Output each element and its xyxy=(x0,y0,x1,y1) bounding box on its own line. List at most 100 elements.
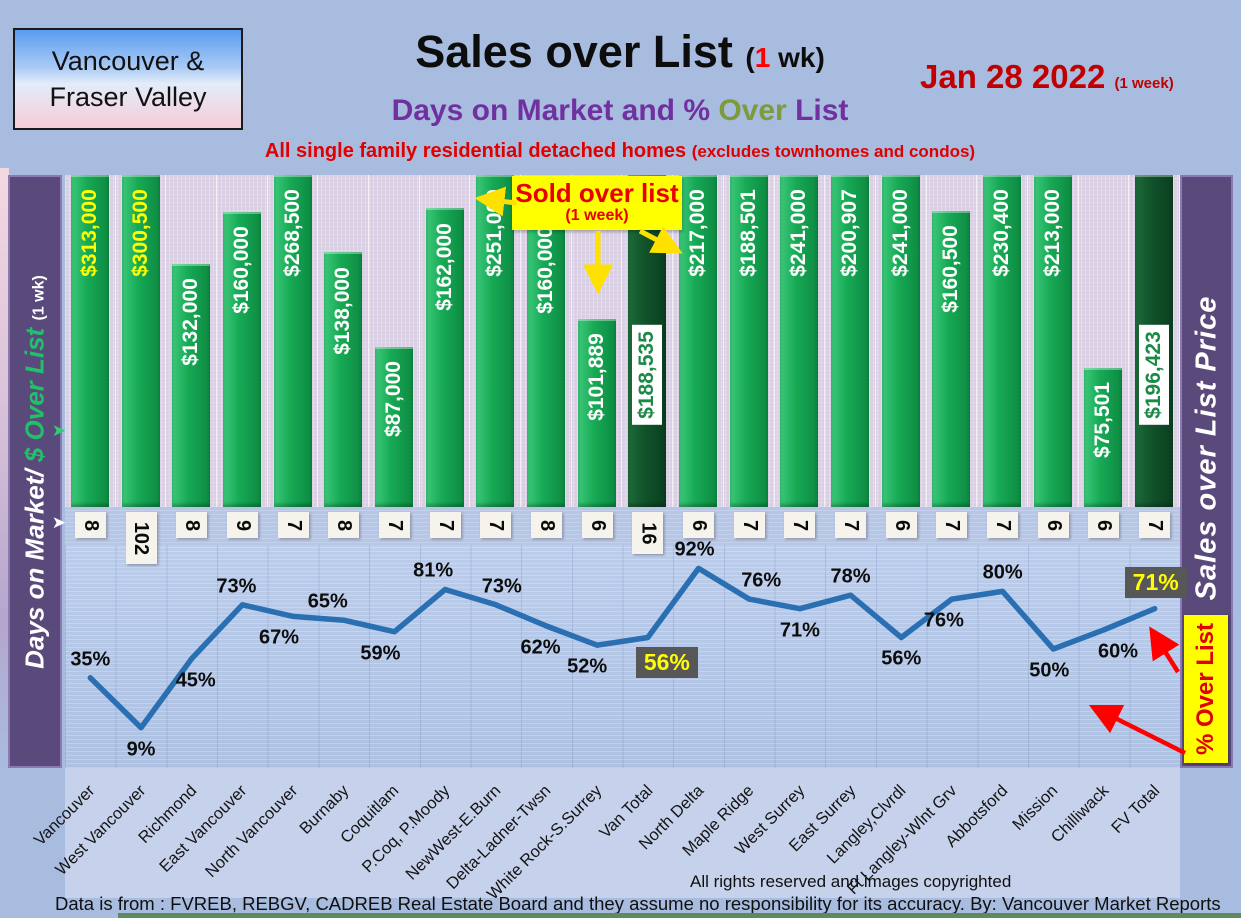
bar xyxy=(1084,367,1123,507)
bar-cell: $160,000 xyxy=(521,175,572,507)
bar xyxy=(374,346,413,507)
day-count-label: 7 xyxy=(480,512,512,538)
percent-label: 50% xyxy=(1029,659,1070,682)
bar xyxy=(172,263,211,507)
bar-value-label: $75,501 xyxy=(1091,381,1115,458)
bar-cell: $241,000 xyxy=(876,175,927,507)
bar xyxy=(577,319,616,507)
percent-label: 76% xyxy=(923,609,964,632)
bar-value-label: $196,423 xyxy=(1139,325,1170,425)
percent-label: 52% xyxy=(567,655,608,678)
day-count-label: 7 xyxy=(277,512,309,538)
day-count-label: 8 xyxy=(328,512,360,538)
subtitle-over-word: Over xyxy=(718,94,787,127)
bar-value-label: $268,500 xyxy=(280,189,304,278)
percent-line xyxy=(87,565,1158,731)
percent-label: 67% xyxy=(259,626,300,649)
bar xyxy=(70,175,109,507)
day-count-label: 7 xyxy=(733,512,765,538)
bar-chart-area: $313,000 $300,500 $132,000 $160,000 $268,500… xyxy=(65,175,1180,507)
report-date: Jan 28 2022 (1 week) xyxy=(920,58,1174,95)
day-count-label: 7 xyxy=(784,512,816,538)
bar xyxy=(324,252,363,507)
bar xyxy=(932,210,971,507)
left-pink-strip xyxy=(0,168,9,768)
report-date-week-note: (1 week) xyxy=(1114,75,1174,92)
bar xyxy=(831,175,870,507)
day-count-label: 7 xyxy=(987,512,1019,538)
white-arrow-icon: ➤ xyxy=(51,513,66,532)
region-line1: Vancouver & xyxy=(51,45,205,76)
percent-label: 62% xyxy=(520,636,561,659)
sold-over-list-callout: Sold over list (1 week) xyxy=(512,176,682,230)
bar-cell: $217,000 xyxy=(673,175,724,507)
title-week-note: (1 wk) xyxy=(745,42,825,73)
percent-label: 45% xyxy=(175,669,216,692)
bar-value-label: $200,907 xyxy=(838,189,862,278)
percent-line-svg xyxy=(87,565,1158,731)
bar-value-label: $313,000 xyxy=(77,189,101,278)
day-count-label: 6 xyxy=(683,512,715,538)
bar-cell: $160,500 xyxy=(927,175,978,507)
bar-cell: $300,500 xyxy=(116,175,167,507)
subtitle: Days on Market and % Over List xyxy=(391,94,849,127)
day-count-label: 102 xyxy=(125,512,157,564)
percent-label: 73% xyxy=(216,575,257,598)
bar xyxy=(425,208,464,507)
bar-value-label: $188,501 xyxy=(736,189,760,278)
day-count-label: 7 xyxy=(936,512,968,538)
footer-disclaimer: Data is from : FVREB, REBGV, CADREB Real… xyxy=(55,893,1221,914)
line-chart-area: 35% 9% 45% 73% 67% 65% 59% 81% 73% 62% 52% 56% 92% 76… xyxy=(65,539,1187,768)
bar-value-label: $101,889 xyxy=(584,333,608,422)
bar xyxy=(1033,175,1072,507)
day-count-label: 6 xyxy=(1037,512,1069,538)
day-count-label: 8 xyxy=(74,512,106,538)
day-count-label: 8 xyxy=(176,512,208,538)
days-on-market-axis-label: Days on Market/ xyxy=(19,468,50,669)
tagline: All single family residential detached h… xyxy=(264,140,976,162)
percent-label: 56% xyxy=(881,647,922,670)
bar-cell: $101,889 xyxy=(572,175,623,507)
bar xyxy=(273,175,312,507)
percent-label: 59% xyxy=(360,642,401,665)
bar-cell: $160,000 xyxy=(217,175,268,507)
bar-value-label: $132,000 xyxy=(179,278,203,366)
right-axis-band: Sales over List Price % Over List xyxy=(1180,175,1233,768)
left-axis-label: Days on Market/ $ Over List (1 wk) xyxy=(20,275,51,669)
title-week-number: 1 xyxy=(754,42,771,73)
bar xyxy=(729,175,768,507)
bar xyxy=(121,175,160,507)
bar-cell: $87,000 xyxy=(369,175,420,507)
day-count-label: 8 xyxy=(530,512,562,538)
percent-over-list-badge: % Over List xyxy=(1184,615,1228,763)
bar xyxy=(780,175,819,507)
day-count-label: 6 xyxy=(1088,512,1120,538)
copyright-note: All rights reserved and images copyright… xyxy=(690,872,1012,891)
bar-cell: $200,907 xyxy=(825,175,876,507)
bar-cell: $230,400 xyxy=(977,175,1028,507)
bar-cell: $268,500 xyxy=(268,175,319,507)
bar-cell: $313,000 xyxy=(65,175,116,507)
percent-label-highlight: 56% xyxy=(635,647,698,679)
day-count-label: 7 xyxy=(835,512,867,538)
percent-label: 80% xyxy=(982,561,1023,584)
right-axis-label: Sales over List Price xyxy=(1190,295,1222,601)
bar-value-label: $241,000 xyxy=(787,189,811,278)
percent-label: 71% xyxy=(779,619,820,642)
day-count-label: 9 xyxy=(226,512,258,538)
day-count-label: 6 xyxy=(581,512,613,538)
chart: Days on Market/ $ Over List (1 wk) ➤ ➤ $… xyxy=(8,175,1233,768)
bar-cell: $196,423 xyxy=(1129,175,1180,507)
percent-label-highlight: 71% xyxy=(1124,566,1187,598)
bar xyxy=(526,211,565,507)
bar-value-label: $241,000 xyxy=(888,189,912,278)
percent-label: 73% xyxy=(481,575,522,598)
bar-value-label: $160,000 xyxy=(533,226,557,315)
bar-value-label: $213,000 xyxy=(1040,189,1064,278)
day-count-label: 7 xyxy=(378,512,410,538)
percent-label: 81% xyxy=(413,559,454,582)
bar xyxy=(881,175,920,507)
dollar-over-list-axis-label: $ Over List xyxy=(19,327,50,462)
bar-cell: $75,501 xyxy=(1079,175,1130,507)
